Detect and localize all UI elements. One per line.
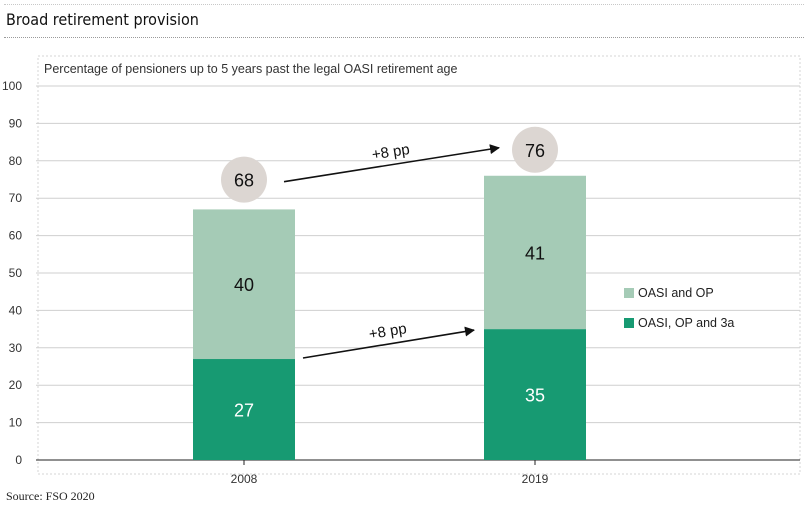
data-label: 40 xyxy=(234,275,254,295)
change-arrow xyxy=(302,326,475,359)
y-tick-label: 50 xyxy=(9,266,23,280)
bar-segment xyxy=(484,175,586,330)
data-label: 35 xyxy=(525,386,545,406)
total-circle xyxy=(512,126,558,173)
x-tick-label: 2008 xyxy=(231,472,258,486)
y-tick-label: 0 xyxy=(15,453,22,467)
change-annotation: +8 pp xyxy=(368,320,408,343)
y-tick-label: 40 xyxy=(9,303,23,317)
x-tick-label: 2019 xyxy=(522,472,549,486)
bar-segment xyxy=(193,209,295,360)
totals: 68 76 xyxy=(221,126,558,203)
data-label: 27 xyxy=(234,401,254,421)
y-tick-label: 60 xyxy=(9,229,23,243)
legend: OASI and OP OASI, OP and 3a xyxy=(624,286,734,330)
grid-lines xyxy=(36,85,800,461)
total-circle xyxy=(221,156,267,203)
top-rule xyxy=(4,4,804,5)
y-tick-label: 100 xyxy=(2,79,22,93)
y-tick-label: 10 xyxy=(9,416,23,430)
page-title: Broad retirement provision xyxy=(6,10,199,29)
legend-label: OASI and OP xyxy=(638,286,714,300)
source-note: Source: FSO 2020 xyxy=(6,489,95,503)
change-arrow xyxy=(283,144,500,183)
bar-segment xyxy=(484,329,586,460)
chart-subtitle: Percentage of pensioners up to 5 years p… xyxy=(44,62,457,76)
y-tick-label: 20 xyxy=(9,378,23,392)
data-label: 41 xyxy=(525,243,545,263)
y-tick-label: 90 xyxy=(9,116,23,130)
title-divider xyxy=(4,37,804,38)
stacked-bar-chart: Percentage of pensioners up to 5 years p… xyxy=(2,55,801,486)
total-label: 68 xyxy=(234,171,254,191)
x-axis: 2008 2019 xyxy=(231,460,549,486)
y-tick-label: 30 xyxy=(9,341,23,355)
bars: 27 40 35 41 xyxy=(193,175,586,460)
bar-segment xyxy=(193,359,295,460)
legend-swatch xyxy=(624,288,634,298)
legend-swatch xyxy=(624,318,634,328)
y-tick-label: 80 xyxy=(9,154,23,168)
y-tick-label: 70 xyxy=(9,191,23,205)
y-axis: 0 10 20 30 40 50 60 70 80 90 100 xyxy=(2,79,22,467)
total-label: 76 xyxy=(525,141,545,161)
change-arrows: +8 pp +8 pp xyxy=(283,141,500,359)
legend-label: OASI, OP and 3a xyxy=(638,316,734,330)
change-annotation: +8 pp xyxy=(371,141,411,164)
plot-frame xyxy=(37,55,801,475)
